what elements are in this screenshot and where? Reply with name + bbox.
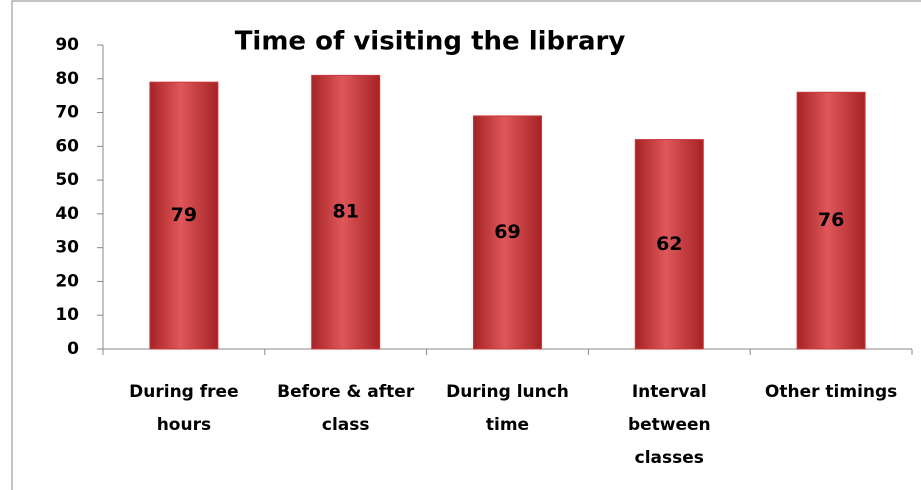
- x-tick-label: Interval between classes: [627, 382, 711, 468]
- y-tick-label: 0: [67, 339, 79, 359]
- data-label: 62: [656, 233, 682, 255]
- x-tick-label: Other timings: [764, 382, 898, 402]
- x-tick-label: Before & after class: [277, 382, 415, 435]
- x-tick-label: During lunch time: [446, 382, 569, 435]
- y-tick-label: 30: [55, 238, 79, 258]
- bar: [311, 74, 381, 350]
- bar: [473, 115, 542, 350]
- chart-title: Time of visiting the library: [235, 27, 626, 57]
- y-tick-label: 50: [55, 170, 79, 190]
- data-label: 69: [494, 221, 520, 243]
- y-tick-label: 10: [55, 305, 79, 325]
- bar: [796, 91, 866, 350]
- x-tick-label: During free hours: [129, 382, 239, 435]
- y-tick-label: 70: [55, 103, 79, 123]
- y-tick-label: 90: [55, 35, 79, 55]
- y-tick-label: 60: [55, 136, 79, 156]
- y-tick-label: 80: [55, 69, 79, 89]
- data-label: 79: [171, 204, 197, 226]
- data-label: 81: [332, 201, 358, 223]
- data-label: 76: [818, 209, 844, 231]
- chart-border: [11, 0, 921, 490]
- y-tick-label: 40: [55, 204, 79, 224]
- bar: [149, 81, 219, 350]
- bar: [634, 139, 704, 350]
- y-tick-label: 20: [55, 271, 79, 291]
